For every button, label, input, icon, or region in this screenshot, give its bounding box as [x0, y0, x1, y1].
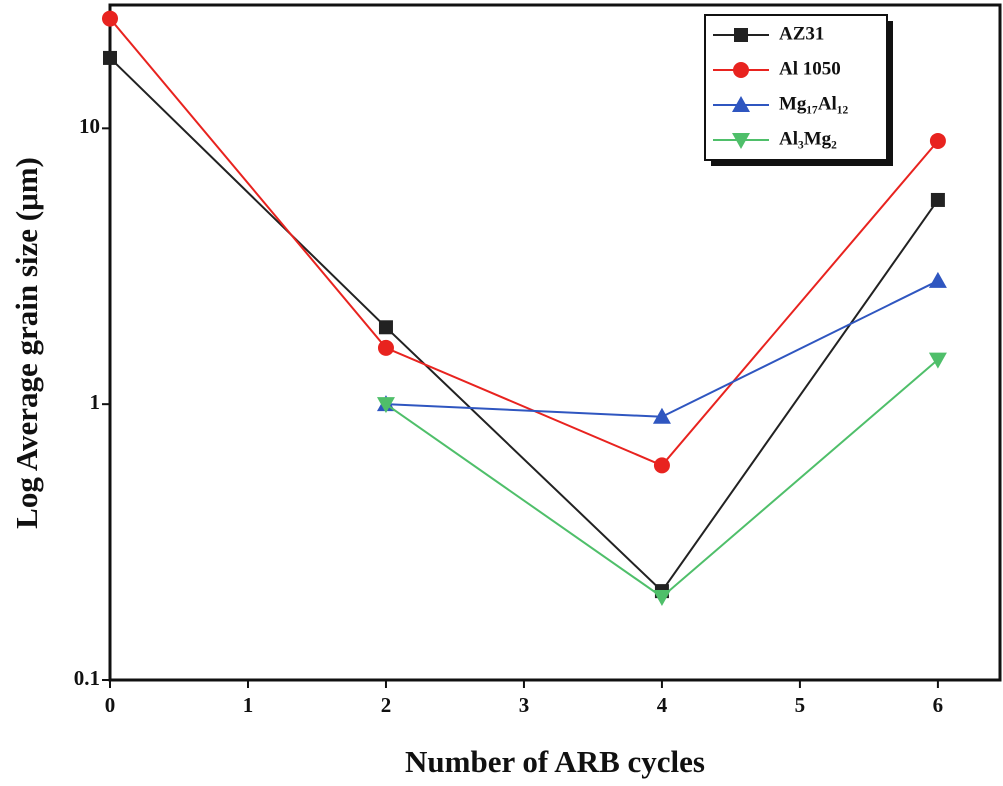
legend-marker [732, 96, 750, 112]
marker [377, 339, 394, 356]
marker [652, 407, 671, 424]
marker [930, 192, 945, 207]
series-line [109, 17, 939, 467]
series-line [109, 57, 939, 593]
marker [102, 10, 118, 27]
x-tick-label: 0 [105, 693, 116, 717]
marker [378, 320, 393, 335]
marker [929, 132, 946, 149]
y-tick-label: 0.1 [74, 666, 100, 690]
legend-marker [734, 28, 748, 42]
x-tick-label: 5 [795, 693, 806, 717]
series-line [385, 279, 939, 418]
x-tick-label: 2 [381, 693, 392, 717]
series-line [385, 358, 939, 599]
marker [928, 271, 947, 288]
marker [103, 50, 117, 65]
x-tick-label: 3 [519, 693, 530, 717]
x-tick-label: 4 [657, 693, 668, 717]
legend-label: AZ31 [779, 23, 824, 44]
marker [653, 457, 670, 474]
y-tick-label: 10 [79, 114, 100, 138]
legend-marker [733, 62, 749, 78]
x-tick-label: 1 [243, 693, 254, 717]
x-axis-title: Number of ARB cycles [405, 744, 705, 779]
plot-frame [108, 3, 1002, 682]
legend-label: Al₃Mg₂ [779, 128, 837, 149]
x-tick-label: 6 [933, 693, 944, 717]
marker [376, 397, 395, 414]
legend-marker [732, 133, 750, 149]
marker [928, 352, 947, 369]
legend-label: Al 1050 [779, 58, 841, 79]
y-tick-label: 1 [90, 390, 101, 414]
legend-label: Mg₁₇Al₁₂ [779, 93, 849, 114]
y-axis-title: Log Average grain size (μm) [9, 157, 44, 529]
marker [652, 589, 671, 606]
